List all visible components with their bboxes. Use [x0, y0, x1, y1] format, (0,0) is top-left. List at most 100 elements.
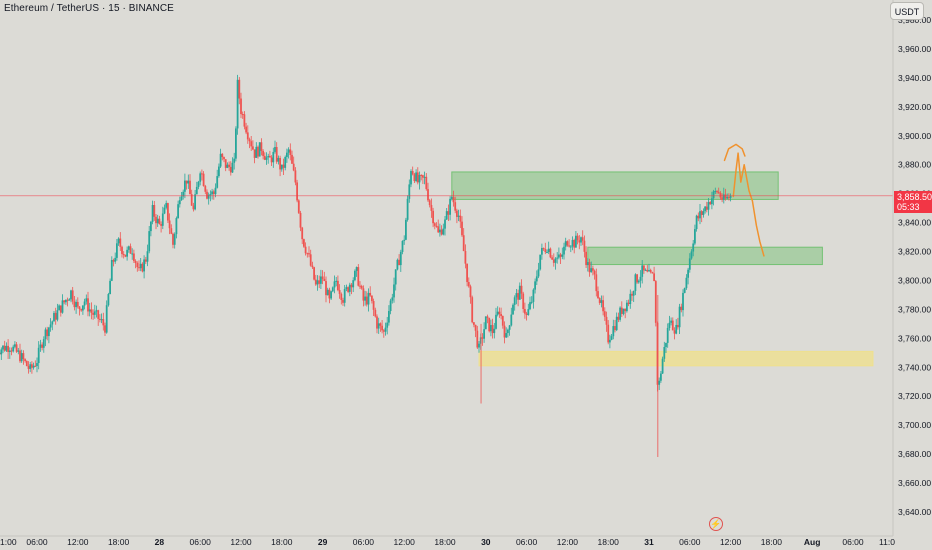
candle-body	[258, 142, 261, 157]
candle-body	[235, 128, 237, 159]
candle-body	[581, 237, 584, 241]
candle-body	[444, 219, 446, 229]
candle-body	[134, 260, 137, 263]
time-tick-label: 29	[318, 537, 328, 547]
candle-body	[148, 231, 151, 252]
candle-body	[546, 251, 548, 253]
candle-body	[180, 196, 183, 201]
candle-body	[70, 290, 72, 300]
candle-body	[318, 280, 321, 284]
candle-body	[12, 346, 15, 352]
candle-body	[461, 221, 463, 236]
candle-body	[245, 126, 247, 133]
candle-body	[262, 150, 264, 156]
candle-body	[182, 191, 185, 197]
candle-body	[202, 173, 205, 186]
candle-body	[376, 316, 378, 329]
candle-body	[10, 350, 13, 352]
candle-body	[364, 296, 366, 301]
candle-body	[354, 270, 356, 281]
candle-body	[280, 164, 283, 170]
candle-body	[729, 195, 732, 198]
candle-body	[53, 312, 55, 322]
candle-body	[411, 171, 414, 175]
candle-body	[646, 269, 649, 272]
candle-body	[29, 364, 32, 369]
time-tick-label: 12:00	[720, 537, 742, 547]
time-axis[interactable]: 1:00 06:00 12:00 18:00 28 06:00 12:00 18:00 29 06…	[0, 537, 895, 547]
candle-body	[614, 326, 616, 331]
candle-body	[508, 325, 511, 330]
time-tick-label: 06:00	[353, 537, 375, 547]
candle-body	[326, 289, 329, 296]
candle-body	[27, 366, 30, 369]
candle-body	[398, 259, 400, 266]
candle-body	[626, 302, 628, 312]
time-tick-label: 12:00	[230, 537, 252, 547]
zone-demand-3[interactable]	[478, 350, 874, 367]
projection-path-drawing[interactable]	[732, 152, 765, 257]
candle-body	[99, 318, 101, 320]
candle-body	[539, 254, 542, 270]
candle-body	[507, 329, 509, 334]
candle-body	[121, 246, 123, 255]
candle-body	[624, 308, 627, 312]
candle-body	[150, 221, 152, 232]
price-axis[interactable]: 3,980.00 3,960.00 3,940.00 3,920.00 3,900.00…	[898, 15, 931, 517]
candle-body	[430, 205, 433, 211]
candle-body	[622, 308, 625, 314]
candle-body	[512, 304, 514, 315]
candle-body	[362, 288, 365, 301]
candle-body	[573, 239, 576, 248]
candle-body	[168, 220, 171, 229]
candle-body	[313, 267, 315, 280]
candle-body	[651, 272, 654, 274]
zone-demand-2[interactable]	[587, 246, 823, 266]
candle-body	[274, 147, 276, 152]
candle-body	[442, 228, 445, 235]
candle-body	[65, 299, 67, 303]
projection-arc-drawing[interactable]	[723, 143, 746, 162]
candle-body	[699, 211, 701, 219]
candle-body	[728, 197, 730, 199]
candle-body	[450, 197, 453, 199]
candle-body	[90, 309, 93, 313]
candles-layer	[0, 74, 732, 458]
candle-body	[151, 204, 154, 222]
candle-body	[265, 157, 268, 160]
candle-body	[7, 345, 9, 352]
candle-body	[583, 240, 586, 252]
candle-body	[694, 229, 696, 244]
candle-body	[726, 197, 729, 199]
time-tick-label: 06:00	[516, 537, 538, 547]
candle-body	[296, 182, 298, 201]
candle-body	[243, 114, 246, 127]
candle-body	[95, 310, 98, 312]
candle-body	[201, 173, 203, 175]
candle-body	[22, 353, 25, 360]
candle-body	[189, 180, 191, 195]
currency-button[interactable]: USDT	[890, 2, 924, 20]
candle-body	[719, 192, 722, 198]
time-tick-label: 18:00	[108, 537, 130, 547]
candle-body	[603, 311, 606, 317]
tradingview-logo-icon[interactable]: ⚡	[709, 517, 723, 531]
candle-body	[338, 290, 341, 294]
candle-body	[535, 276, 538, 282]
candle-body	[440, 229, 443, 235]
candle-body	[63, 300, 66, 303]
candle-body	[100, 319, 103, 321]
candle-body	[595, 274, 598, 292]
time-tick-label: Aug	[804, 537, 821, 547]
candle-body	[631, 293, 633, 296]
candle-body	[382, 330, 385, 332]
candle-body	[491, 325, 494, 334]
price-tick-label: 3,720.00	[898, 391, 931, 401]
candle-body	[724, 194, 727, 199]
candle-body	[301, 227, 304, 240]
candle-body	[163, 207, 166, 214]
candle-body	[133, 253, 135, 261]
candle-body	[284, 156, 287, 168]
candle-body	[493, 328, 496, 334]
